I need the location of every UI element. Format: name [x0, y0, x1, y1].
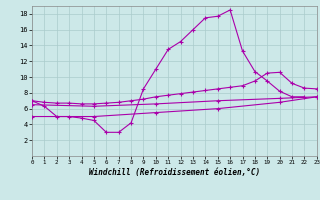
X-axis label: Windchill (Refroidissement éolien,°C): Windchill (Refroidissement éolien,°C) — [89, 168, 260, 177]
